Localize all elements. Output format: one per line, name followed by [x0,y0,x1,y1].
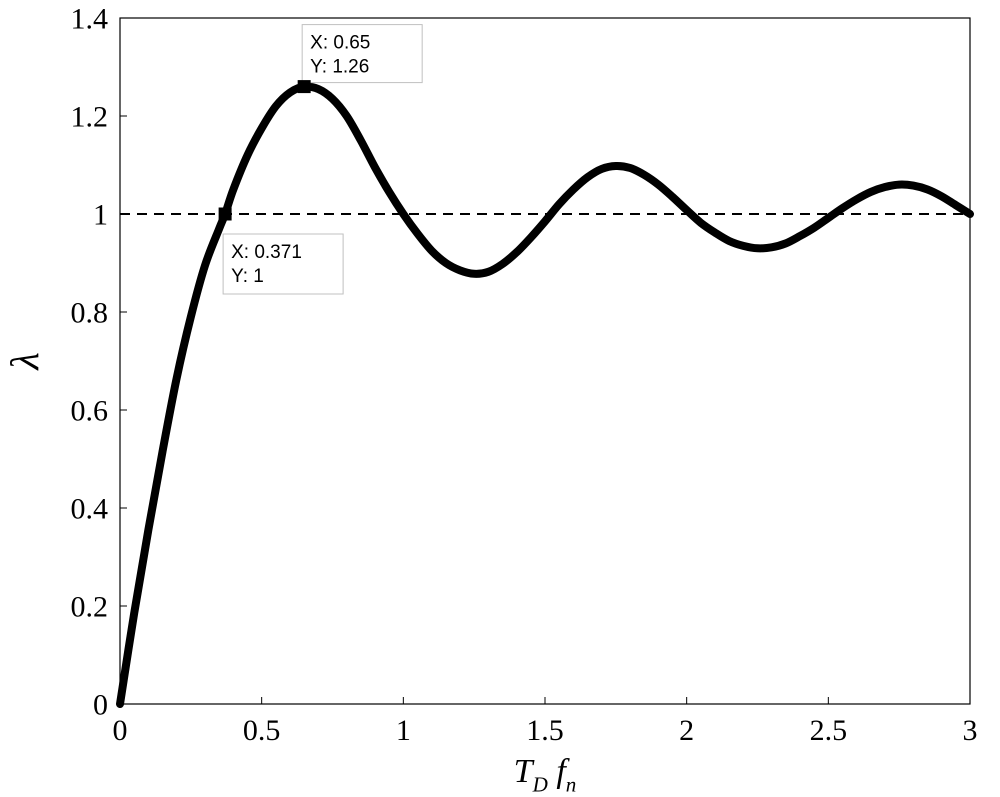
line-chart: 0 0.5 1 1.5 2 2.5 3 0 0.2 0.4 0.6 0.8 1 1.2 1.4 λ TD fn X… [0,0,1000,797]
data-tip-text: Y: 1.26 [310,56,369,77]
lambda-curve [120,86,970,704]
y-tick-label: 0.4 [71,493,109,526]
y-tick-label: 0.8 [71,297,109,330]
x-tick-label: 1.5 [526,714,564,747]
y-axis-label: λ [2,352,47,370]
data-tip-text: Y: 1 [231,266,264,287]
y-tick-label: 1.4 [71,3,109,36]
y-tick-label: 0.6 [71,395,109,428]
x-axis-label: TD fn [514,753,577,797]
chart-container: 0 0.5 1 1.5 2 2.5 3 0 0.2 0.4 0.6 0.8 1 1.2 1.4 λ TD fn X… [0,0,1000,797]
data-marker [298,80,311,93]
data-tip-text: X: 0.65 [310,33,370,54]
y-tick-label: 1.2 [71,101,109,134]
x-tick-label: 0.5 [243,714,281,747]
x-tick-label: 2 [679,714,694,747]
plot-box [120,18,970,704]
x-tick-label: 1 [396,714,411,747]
y-tick-label: 0 [93,689,108,722]
y-tick-label: 1 [93,199,108,232]
y-tick-label: 0.2 [71,591,109,624]
x-tick-label: 2.5 [810,714,848,747]
x-tick-label: 0 [113,714,128,747]
data-tip-text: X: 0.371 [231,242,302,263]
x-tick-label: 3 [963,714,978,747]
data-marker [219,208,232,221]
